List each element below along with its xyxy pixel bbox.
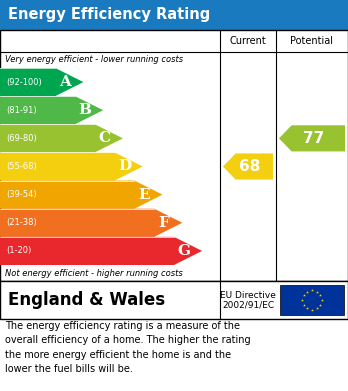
Polygon shape bbox=[0, 209, 182, 237]
Text: F: F bbox=[159, 216, 169, 230]
Text: Potential: Potential bbox=[291, 36, 333, 46]
Text: Energy Efficiency Rating: Energy Efficiency Rating bbox=[8, 7, 210, 23]
Polygon shape bbox=[0, 124, 123, 152]
Text: E: E bbox=[139, 188, 150, 202]
Text: EU Directive: EU Directive bbox=[220, 292, 276, 301]
Text: (1-20): (1-20) bbox=[6, 246, 31, 255]
Text: 2002/91/EC: 2002/91/EC bbox=[222, 301, 274, 310]
Bar bbox=[280, 285, 344, 315]
Text: C: C bbox=[98, 131, 111, 145]
Text: The energy efficiency rating is a measure of the
overall efficiency of a home. T: The energy efficiency rating is a measur… bbox=[5, 321, 251, 374]
Text: Very energy efficient - lower running costs: Very energy efficient - lower running co… bbox=[5, 56, 183, 65]
Polygon shape bbox=[0, 68, 84, 96]
Bar bbox=[0, 281, 348, 319]
Polygon shape bbox=[0, 181, 163, 209]
Text: D: D bbox=[118, 160, 131, 174]
Polygon shape bbox=[0, 152, 143, 181]
Polygon shape bbox=[223, 153, 273, 179]
Polygon shape bbox=[279, 125, 345, 151]
Bar bbox=[0, 30, 348, 281]
Text: A: A bbox=[59, 75, 71, 89]
Text: England & Wales: England & Wales bbox=[8, 291, 165, 309]
Text: 77: 77 bbox=[303, 131, 324, 146]
Text: (39-54): (39-54) bbox=[6, 190, 37, 199]
Text: (69-80): (69-80) bbox=[6, 134, 37, 143]
Bar bbox=[0, 0, 348, 30]
Text: G: G bbox=[177, 244, 190, 258]
Text: Current: Current bbox=[230, 36, 266, 46]
Polygon shape bbox=[0, 96, 103, 124]
Text: (21-38): (21-38) bbox=[6, 218, 37, 227]
Text: B: B bbox=[78, 103, 92, 117]
Text: (81-91): (81-91) bbox=[6, 106, 37, 115]
Text: Not energy efficient - higher running costs: Not energy efficient - higher running co… bbox=[5, 269, 183, 278]
Text: 68: 68 bbox=[239, 159, 261, 174]
Text: (92-100): (92-100) bbox=[6, 77, 42, 86]
Polygon shape bbox=[0, 237, 202, 265]
Text: (55-68): (55-68) bbox=[6, 162, 37, 171]
